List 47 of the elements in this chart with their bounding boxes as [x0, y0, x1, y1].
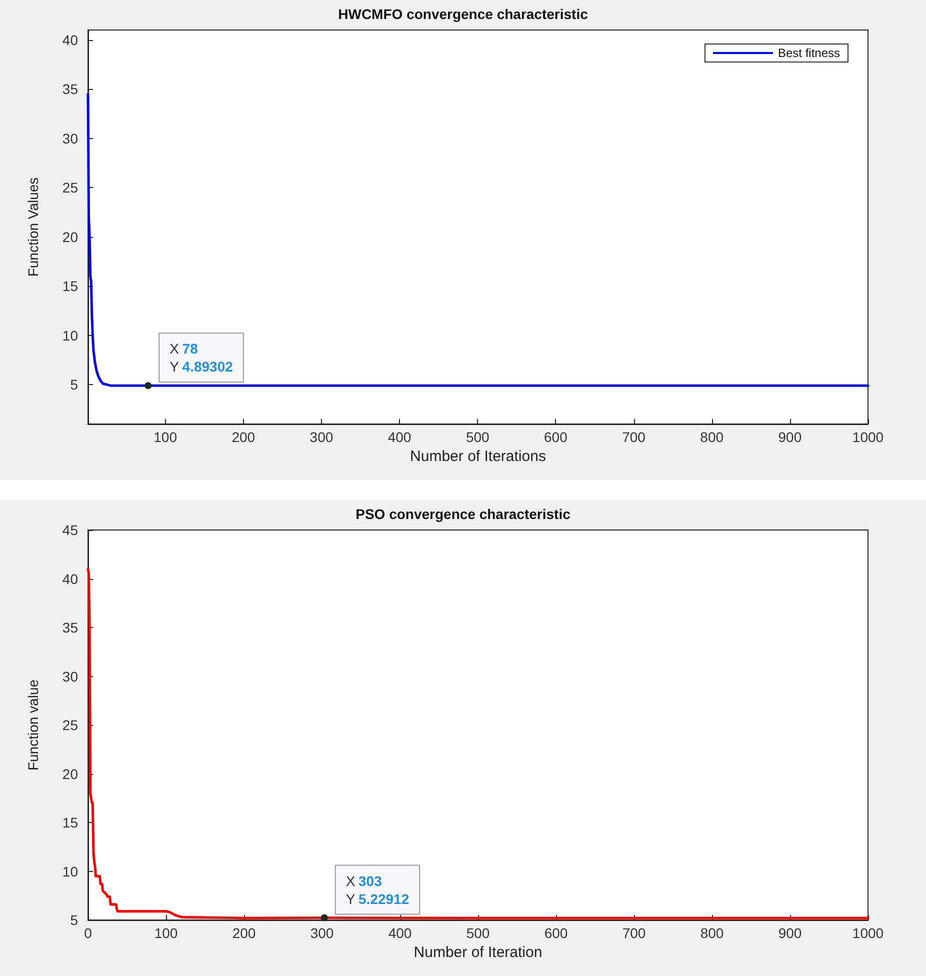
y-tick-label: 45: [62, 522, 78, 538]
x-tick-label: 400: [388, 925, 412, 941]
annotation: X 78 Y 4.89302: [170, 340, 234, 375]
y-tick-label: 30: [62, 130, 78, 146]
x-tick-label: 800: [700, 925, 724, 941]
chart-title: HWCMFO convergence characteristic: [338, 6, 588, 22]
y-tick-label: 15: [62, 814, 78, 830]
x-tick-label: 0: [84, 925, 92, 941]
x-axis-title: Number of Iterations: [410, 448, 546, 465]
y-tick-label: 10: [62, 863, 78, 880]
x-tick-label: 400: [388, 429, 412, 445]
x-tick-label: 900: [778, 429, 802, 445]
x-tick-label: 600: [544, 429, 568, 445]
y-tick-label: 5: [70, 912, 78, 928]
y-tick-label: 5: [70, 376, 78, 393]
y-tick-label: 35: [62, 620, 78, 636]
y-tick-label: 35: [62, 81, 78, 98]
y-axis-title: Function value: [25, 679, 41, 771]
x-tick-label: 300: [310, 429, 334, 445]
annotation: X 303 Y 5.22912: [346, 872, 410, 907]
x-tick-label: 500: [466, 925, 490, 941]
x-tick-label: 200: [232, 429, 256, 445]
x-tick-label: 100: [154, 429, 178, 445]
x-tick-label: 800: [700, 429, 724, 445]
x-tick-label: 900: [778, 925, 802, 941]
y-tick-label: 25: [62, 180, 78, 196]
y-tick-label: 10: [62, 327, 78, 344]
y-tick-label: 40: [62, 32, 78, 48]
legend-label: Best fitness: [778, 46, 840, 60]
x-tick-label: 200: [232, 925, 256, 941]
x-tick-label: 1000: [852, 429, 884, 445]
x-axis-title: Number of Iteration: [414, 944, 542, 961]
x-tick-label: 500: [466, 429, 490, 445]
chart-title: PSO convergence characteristic: [356, 506, 571, 522]
x-tick-label: 100: [154, 925, 178, 941]
x-tick-label: 300: [310, 925, 334, 941]
y-tick-label: 25: [62, 717, 78, 733]
y-tick-label: 20: [62, 228, 78, 245]
x-tick-label: 700: [622, 429, 646, 445]
y-tick-label: 15: [62, 278, 78, 294]
y-tick-label: 20: [62, 766, 78, 782]
y-tick-label: 30: [62, 668, 78, 684]
x-tick-label: 1000: [852, 925, 884, 941]
y-tick-label: 40: [62, 570, 78, 587]
x-tick-label: 700: [622, 925, 646, 941]
x-tick-label: 600: [544, 925, 568, 941]
y-axis-title: Function Values: [25, 177, 41, 277]
